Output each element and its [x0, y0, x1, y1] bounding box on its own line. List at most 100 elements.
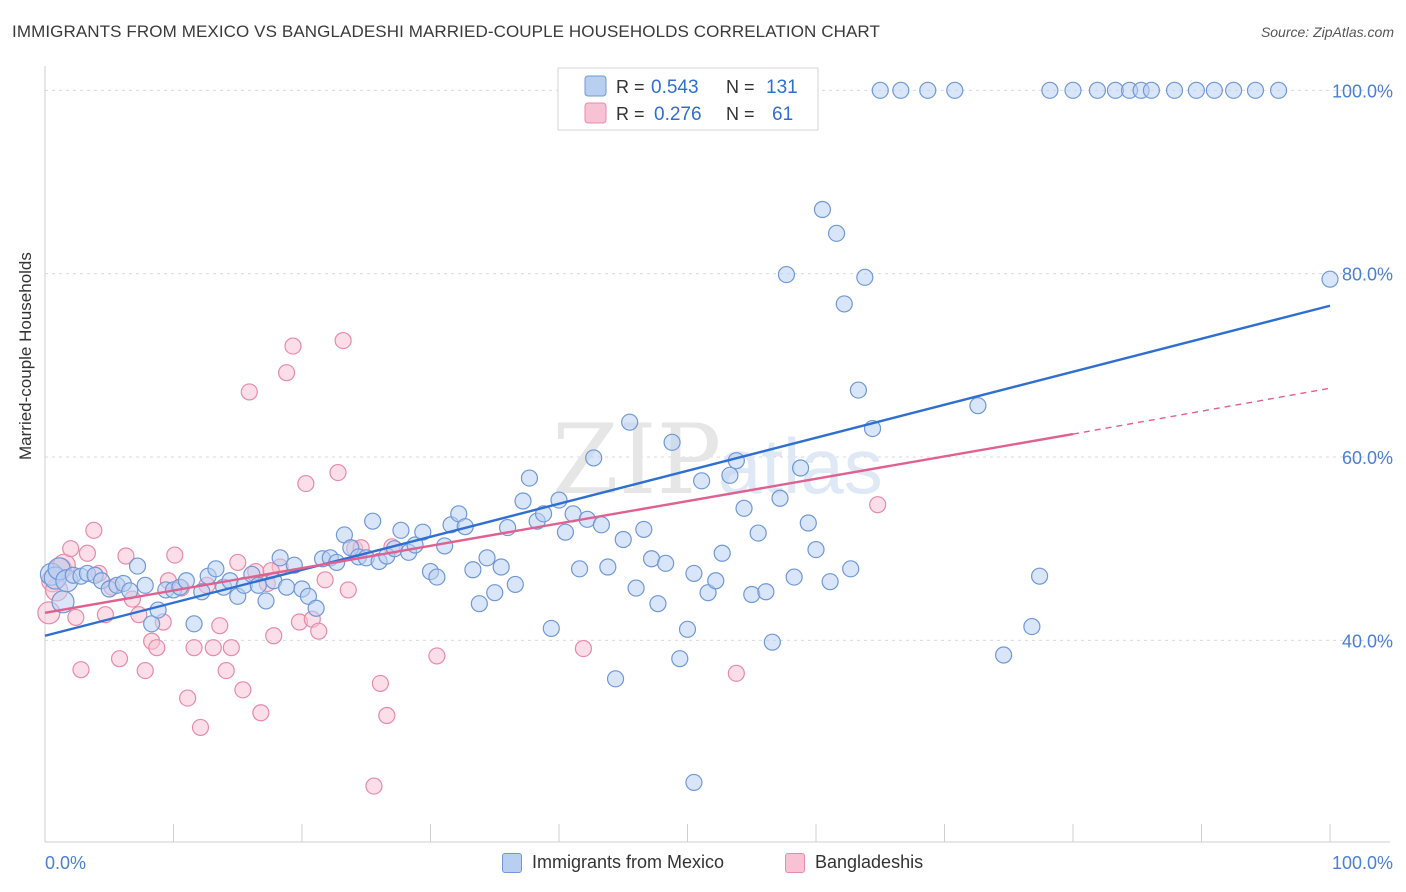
bangladeshis-point — [117, 547, 135, 565]
mexico-point — [436, 537, 454, 555]
mexico-point — [1321, 270, 1339, 288]
mexico-point — [1030, 567, 1049, 585]
mexico-point — [1187, 81, 1205, 99]
mexico-point — [492, 558, 510, 576]
x-tick-label: 0.0% — [45, 853, 86, 873]
mexico-point — [799, 514, 817, 532]
bangladeshis-point — [316, 571, 334, 589]
y-axis-label: Married-couple Households — [16, 252, 35, 460]
mexico-point — [649, 595, 667, 613]
bangladeshis-point — [234, 681, 252, 699]
mexico-point — [763, 633, 781, 651]
bangladeshis-point — [222, 639, 240, 657]
mexico-point — [685, 564, 703, 583]
bangladeshis-point — [334, 331, 352, 350]
mexico-point — [835, 295, 853, 313]
mexico-point — [307, 599, 325, 617]
mexico-point — [136, 576, 154, 594]
legend-blue-n-value: 131 — [766, 77, 798, 98]
mexico-point — [414, 523, 432, 541]
bangladeshis-point — [365, 777, 383, 795]
mexico-point — [1246, 81, 1265, 99]
bangladeshis-point — [191, 718, 210, 737]
bangladeshis-point — [185, 639, 203, 657]
mexico-point — [277, 578, 296, 596]
mexico-point — [777, 265, 796, 284]
bangladeshis-point — [148, 639, 166, 657]
mexico-point — [657, 554, 675, 572]
mexico-point — [892, 81, 910, 99]
mexico-point — [771, 489, 789, 507]
mexico-point — [470, 595, 488, 613]
mexico-point — [856, 268, 874, 286]
mexico-point — [713, 544, 731, 562]
mexico-point — [821, 573, 839, 591]
legend-pink-swatch — [584, 102, 607, 124]
bangladeshis-point — [339, 581, 357, 599]
mexico-point — [699, 584, 717, 602]
bangladeshis-point — [310, 622, 328, 640]
bangladeshis-point — [211, 617, 229, 635]
mexico-point — [478, 549, 496, 567]
legend-blue-r-value: 0.543 — [651, 77, 699, 98]
bangladeshis-point — [574, 639, 593, 658]
mexico-point — [506, 575, 524, 594]
mexico-point — [621, 413, 639, 431]
mexico-point — [807, 540, 825, 559]
mexico-point — [185, 615, 203, 633]
bangladeshis-trend-extension — [1072, 387, 1331, 435]
bangladeshis-point — [217, 661, 235, 680]
legend-blue-r-label: R = — [616, 77, 645, 97]
chart-title: IMMIGRANTS FROM MEXICO VS BANGLADESHI MA… — [12, 22, 880, 41]
legend-pink-n-value: 61 — [772, 104, 793, 125]
mexico-point — [842, 560, 860, 578]
mexico-point — [685, 773, 703, 792]
bangladeshis-point — [204, 639, 222, 657]
mexico-point — [464, 561, 482, 579]
mexico-point — [785, 568, 803, 586]
bangladeshis-point — [371, 674, 389, 693]
mexico-point — [693, 472, 711, 490]
source-credit: Source: ZipAtlas.com — [1260, 24, 1394, 40]
bangladeshis-point — [252, 704, 270, 722]
mexico-point — [743, 585, 761, 604]
mexico-point — [663, 433, 681, 451]
x-tick-label: 100.0% — [1332, 853, 1393, 873]
mexico-point — [392, 521, 410, 539]
mexico-point — [735, 499, 753, 517]
mexico-trend-line — [44, 304, 1331, 637]
mexico-point — [671, 650, 689, 668]
bangladeshis-point — [179, 689, 197, 707]
bangladeshis-point — [67, 608, 85, 627]
bangladeshis-point — [229, 553, 247, 572]
y-tick-labels: 40.0% 60.0% 80.0% 100.0% — [1332, 81, 1393, 651]
mexico-point — [791, 459, 810, 477]
mexico-point — [1269, 81, 1288, 99]
mexico-point — [946, 81, 964, 99]
axes — [44, 66, 1390, 843]
legend-item-bangladeshis: Bangladeshis — [785, 852, 923, 873]
bangladeshis-point — [378, 706, 396, 725]
bangladeshis-point — [136, 661, 154, 680]
legend-pink-n-label: N = — [726, 104, 755, 124]
mexico-point — [271, 549, 289, 567]
mexico-point — [1205, 81, 1223, 99]
bangladeshis-point — [240, 383, 258, 401]
mexico-point — [364, 512, 382, 530]
trend-lines — [44, 304, 1331, 637]
mexico-point — [128, 557, 147, 575]
bangladeshis-point — [166, 546, 184, 564]
y-tick-label: 60.0% — [1342, 448, 1393, 468]
mexico-point — [1142, 81, 1160, 99]
bangladeshis-point — [297, 474, 315, 493]
legend-blue-n-label: N = — [726, 77, 755, 97]
bangladeshis-point — [72, 661, 90, 679]
bangladeshis-point — [727, 664, 745, 682]
legend-pink-r-label: R = — [616, 104, 645, 124]
mexico-point — [1225, 81, 1243, 99]
mexico-point — [969, 397, 987, 415]
legend-mexico-swatch — [502, 852, 522, 873]
mexico-point — [207, 560, 225, 578]
mexico-point — [299, 587, 318, 605]
y-tick-label: 80.0% — [1342, 265, 1393, 285]
